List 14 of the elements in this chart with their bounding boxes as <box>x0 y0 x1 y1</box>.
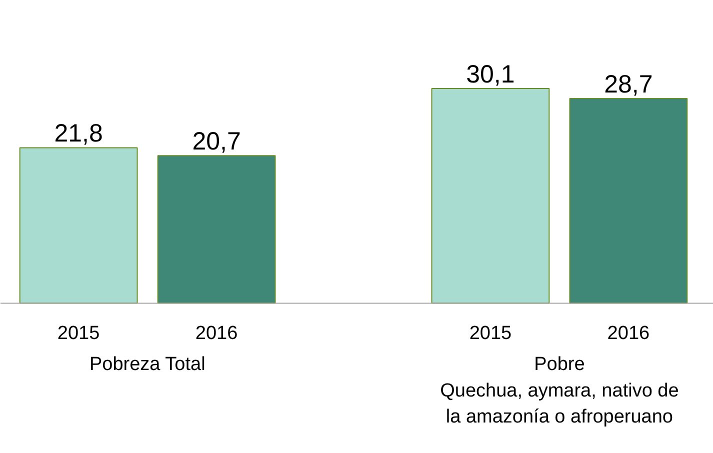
series-label: 2015 <box>57 323 100 344</box>
bar <box>19 147 138 304</box>
series-label: 2016 <box>195 323 238 344</box>
x-tick-label: Pobre Quechua, aymara, nativo de la amazonía o afroperuano <box>440 354 679 428</box>
bar <box>157 155 276 304</box>
data-label: 21,8 <box>54 120 103 148</box>
text: 2015 <box>469 323 512 344</box>
x-tick-label: Pobreza Total <box>89 354 206 376</box>
data-label: 20,7 <box>192 128 241 156</box>
bar <box>431 88 550 304</box>
text: 2016 <box>607 323 650 344</box>
data-label: 28,7 <box>604 70 653 99</box>
data-label: 30,1 <box>466 60 515 89</box>
bar <box>569 98 688 304</box>
